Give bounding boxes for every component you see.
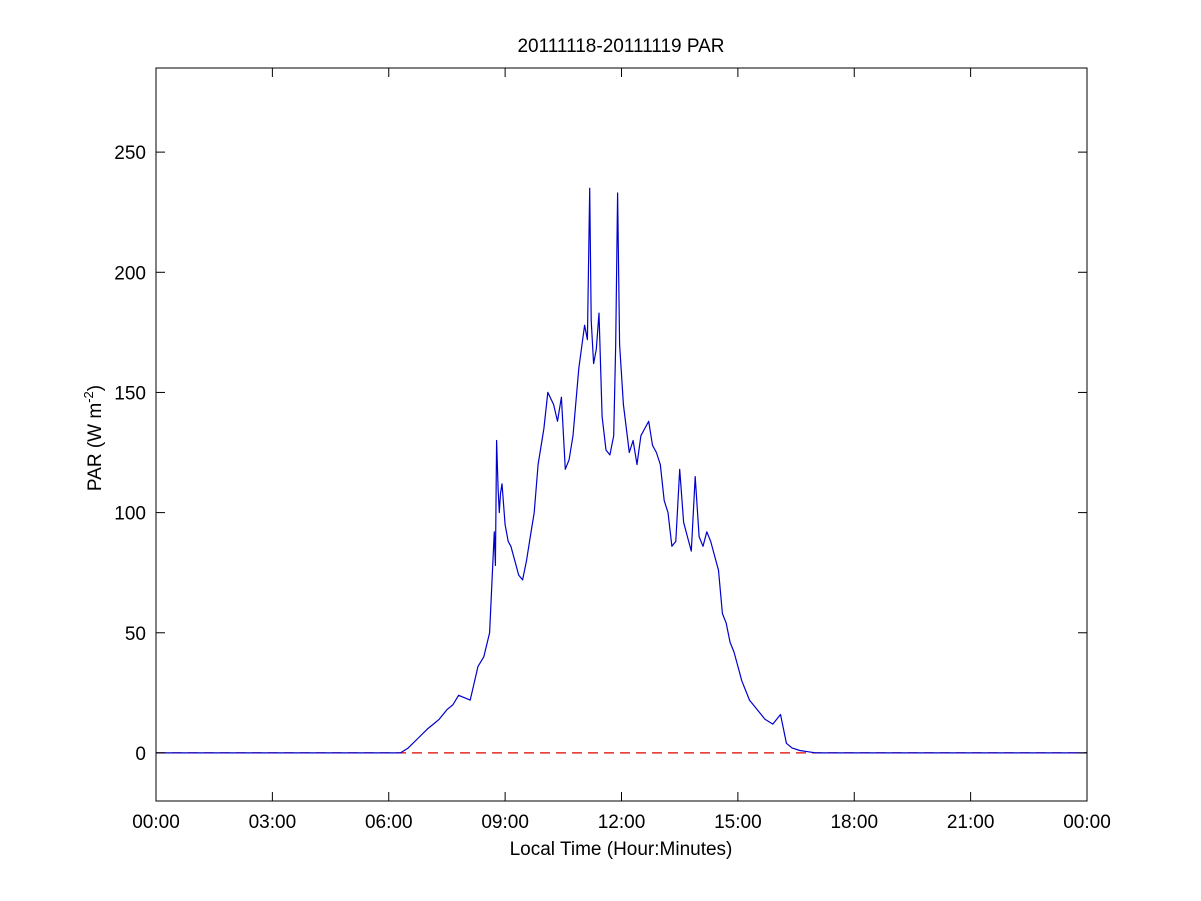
- y-tick-label: 250: [114, 143, 146, 164]
- x-tick-label: 06:00: [365, 812, 413, 833]
- x-tick-label: 00:00: [1063, 812, 1111, 833]
- x-tick-label: 18:00: [830, 812, 878, 833]
- x-tick-label: 00:00: [132, 812, 180, 833]
- plot-area: [156, 187, 1087, 754]
- y-axis-label: PAR (W m-2): [81, 385, 106, 491]
- y-tick-label: 150: [114, 383, 146, 404]
- x-axis-label: Local Time (Hour:Minutes): [510, 839, 733, 860]
- axes: 00:00 03:00 06:00 09:00 12:00 15:00 18:00 21:00…: [114, 67, 1111, 833]
- par-series-line: [156, 187, 1087, 754]
- y-axis-label-sup: -2: [81, 391, 96, 403]
- y-tick-label: 200: [114, 263, 146, 284]
- x-tick-label: 09:00: [481, 812, 529, 833]
- chart-title: 20111118-20111119 PAR: [517, 36, 724, 57]
- x-tick-label: 21:00: [947, 812, 995, 833]
- y-axis-label-end: ): [85, 385, 106, 391]
- x-tick-label: 12:00: [598, 812, 646, 833]
- x-tick-label: 15:00: [714, 812, 762, 833]
- y-tick-label: 50: [125, 624, 146, 645]
- x-tick-label: 03:00: [249, 812, 297, 833]
- y-axis-label-base: PAR (W m: [85, 403, 106, 491]
- y-tick-label: 100: [114, 504, 146, 525]
- y-tick-label: 0: [135, 744, 146, 765]
